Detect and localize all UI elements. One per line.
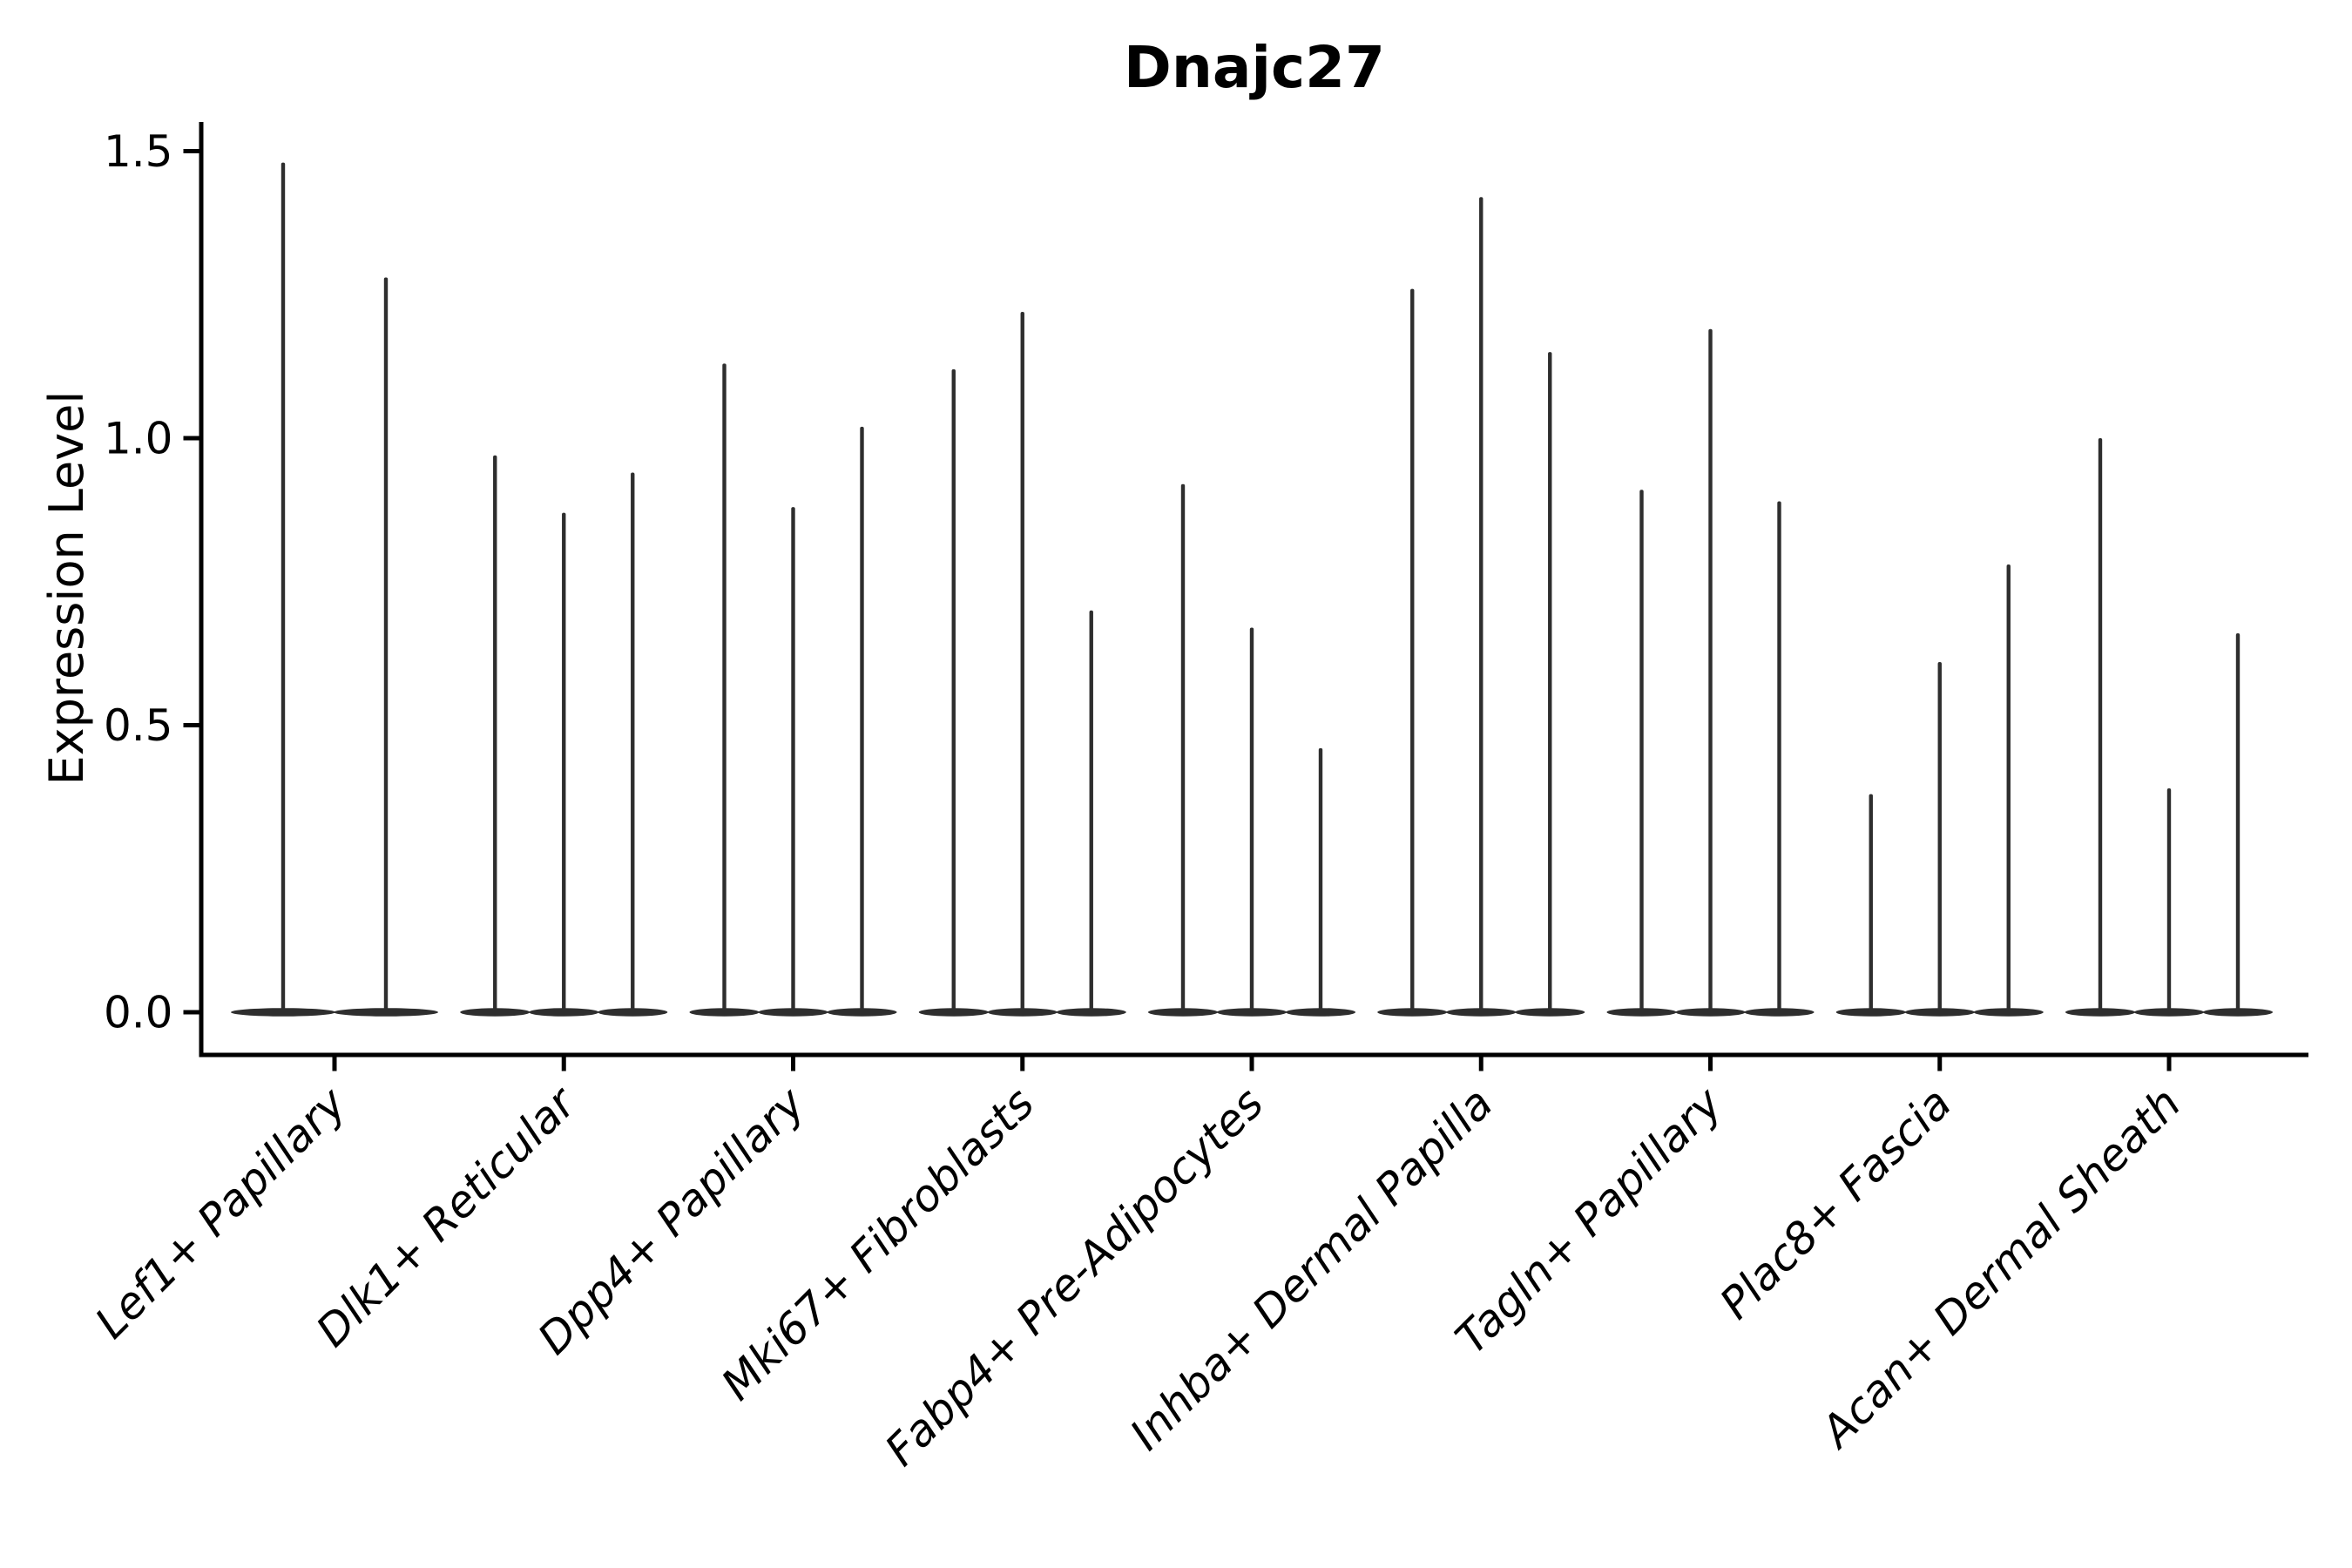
violin-spike [1937,662,1942,1014]
violins [231,162,2273,1017]
x-tick-label: Plac8+ Fascia [1710,1078,1961,1328]
violin-spike [2166,787,2172,1014]
x-tick-label: Acan+ Dermal Sheath [1810,1078,2191,1458]
violin-spike [1777,501,1781,1014]
violin-spike [1180,483,1186,1014]
violin-group [1835,564,2044,1017]
violin-spike [1410,288,1415,1014]
chart-title: Dnajc27 [1124,34,1385,101]
violin-spike [2098,438,2103,1014]
x-tick-label: Lef1+ Papillary [85,1077,356,1348]
y-tick-label: 1.0 [104,414,173,464]
violin-spike [1089,610,1093,1014]
violin-group [2065,438,2273,1017]
violin-group [1148,483,1355,1017]
y-axis-ticks: 0.0 0.5 1.0 1.5 [104,126,199,1038]
violin-spike [1708,328,1713,1014]
violin-group [460,455,668,1017]
violin-spike [1548,352,1552,1014]
violin-spike [493,455,497,1014]
violin-spike [722,363,727,1015]
x-tick-label: Fabp4+ Pre-Adipocytes [875,1078,1274,1476]
violin-spike [791,507,795,1014]
violin-spike [631,472,635,1014]
y-tick-label: 0.0 [104,988,173,1038]
violin-group [689,363,897,1017]
violin-spike [1869,794,1873,1014]
violin-spike [1639,490,1644,1014]
violin-spike [562,512,566,1014]
violin-group [1377,197,1585,1017]
y-tick-label: 0.5 [104,700,173,751]
violin-spike [2006,564,2011,1014]
violin-spike [1479,197,1484,1015]
violin-spike [383,277,389,1015]
violin-spike [1318,747,1323,1014]
x-tick-label: Inhba+ Dermal Papilla [1120,1078,1502,1459]
y-axis-label: Expression Level [39,391,94,786]
violin-group [231,162,438,1017]
violin-spike [1020,312,1024,1014]
violin-spike [1249,627,1254,1014]
violin-group [1606,328,1815,1017]
violin-spike [860,426,864,1014]
y-tick-label: 1.5 [104,126,173,177]
violin-spike [280,162,286,1014]
violin-group [918,312,1126,1017]
violin-spike [2235,633,2240,1014]
violin-spike [951,368,956,1014]
